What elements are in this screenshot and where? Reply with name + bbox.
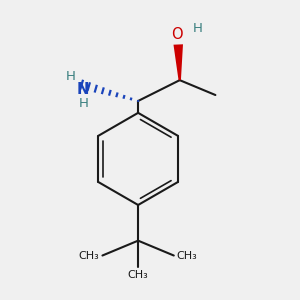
Text: CH₃: CH₃ (177, 250, 197, 260)
Text: CH₃: CH₃ (79, 250, 100, 260)
Text: H: H (65, 70, 75, 83)
Text: N: N (77, 82, 89, 97)
Text: H: H (193, 22, 202, 34)
Polygon shape (173, 44, 183, 80)
Text: O: O (172, 26, 183, 41)
Text: H: H (79, 98, 88, 110)
Text: CH₃: CH₃ (128, 270, 148, 280)
